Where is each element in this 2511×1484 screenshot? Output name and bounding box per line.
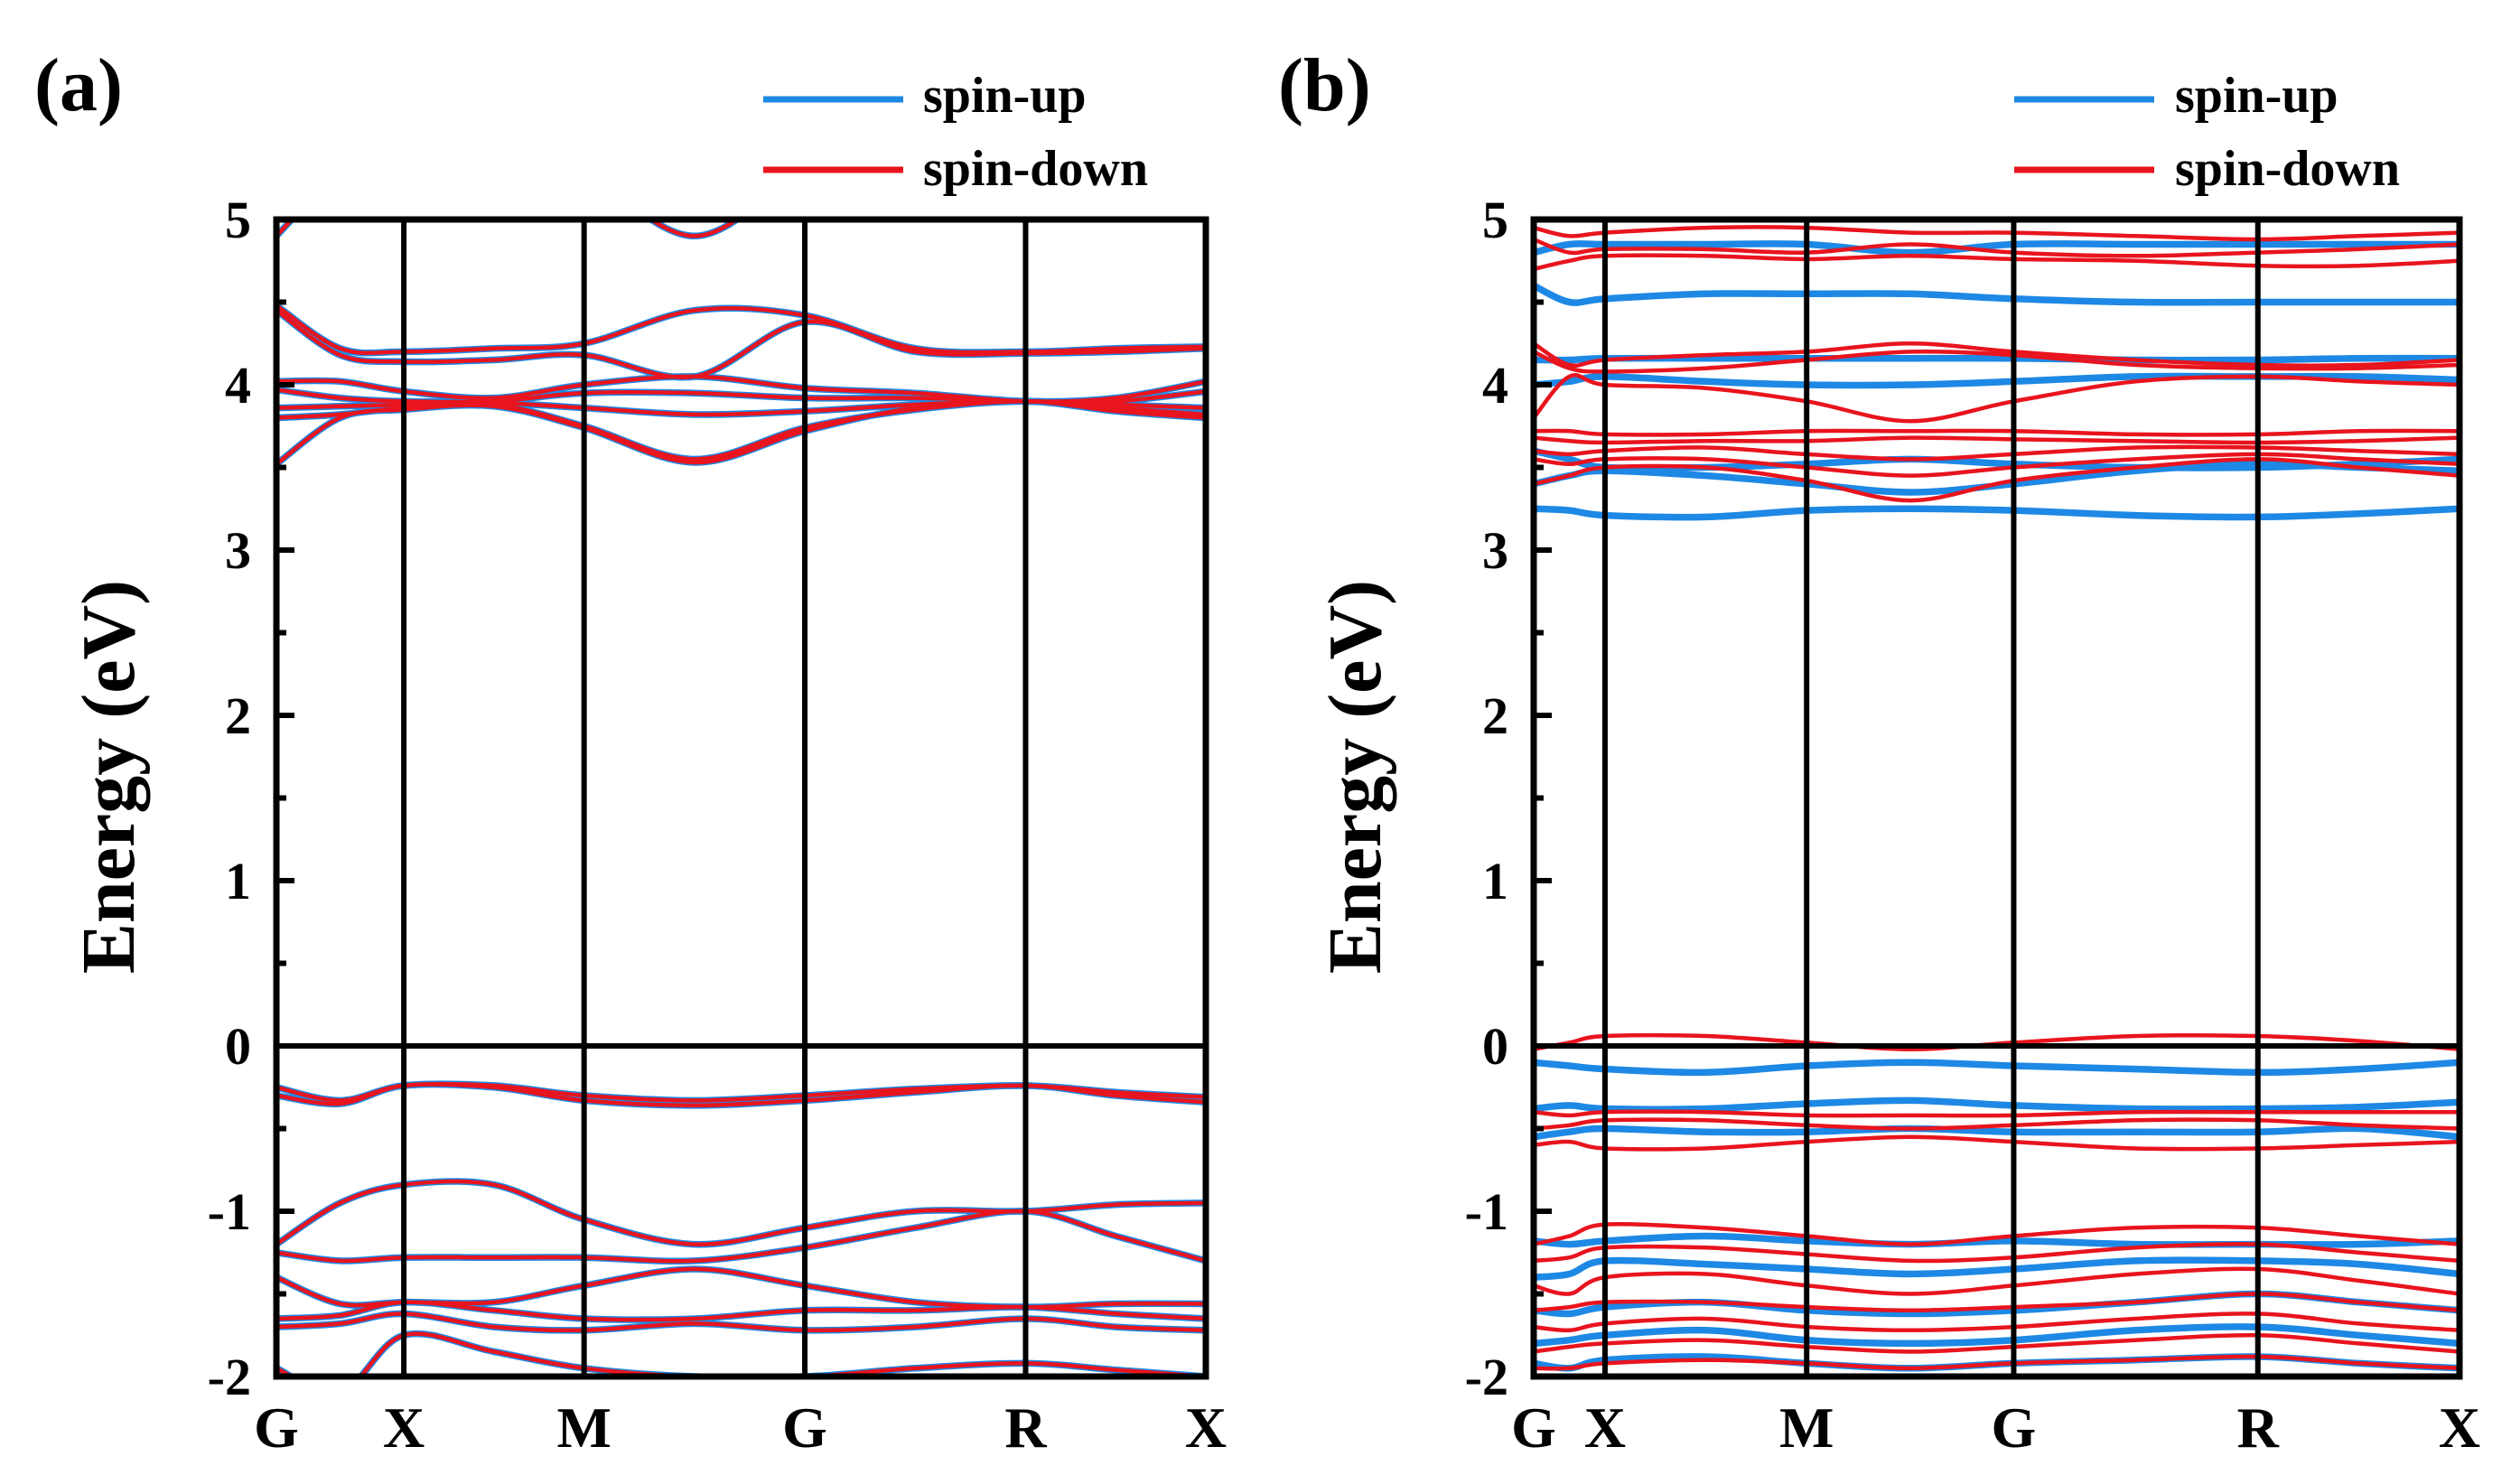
x-tick-label-X: X <box>383 1395 425 1460</box>
panel-label-b: (b) <box>1278 43 1371 127</box>
y-tick-label: -1 <box>208 1182 251 1241</box>
y-tick-label: 3 <box>225 521 251 580</box>
x-tick-label-X: X <box>1185 1395 1227 1460</box>
y-tick-label: 0 <box>1482 1017 1508 1076</box>
y-tick-label: 5 <box>1482 191 1508 249</box>
x-tick-label-X: X <box>1584 1395 1626 1460</box>
y-axis-label-b: Energy (eV) <box>1313 580 1397 974</box>
band-spin-down-10 <box>276 1179 1206 1246</box>
x-tick-label-R: R <box>1004 1395 1047 1460</box>
y-ticks-a: -2 -1 0 1 2 3 4 5 <box>208 191 294 1406</box>
legend-a-spin-up-label: spin-up <box>923 68 1087 124</box>
legend-a-spin-down-label: spin-down <box>923 141 1148 197</box>
grid-b <box>1530 216 2463 1380</box>
y-tick-label: 1 <box>1482 852 1508 910</box>
legend-b: spin-up spin-down <box>2014 68 2400 197</box>
x-tick-label-M: M <box>556 1395 611 1460</box>
x-tick-label-G: G <box>1992 1395 2037 1460</box>
x-tick-label-G: G <box>782 1395 827 1460</box>
y-tick-label: 5 <box>225 191 251 249</box>
band-spin-down-15 <box>276 1331 1206 1377</box>
y-tick-label: 0 <box>225 1017 251 1076</box>
band-spin-down-2 <box>276 308 1206 380</box>
y-tick-label: -2 <box>1465 1348 1508 1406</box>
band-spin-down-0 <box>276 219 741 238</box>
y-tick-label: 2 <box>225 686 251 745</box>
x-tick-label-R: R <box>2237 1395 2280 1460</box>
y-tick-label: 4 <box>1482 356 1508 415</box>
band-spin-up-2 <box>1534 354 2460 364</box>
x-tick-label-G: G <box>254 1395 299 1460</box>
y-axis-label-a: Energy (eV) <box>67 580 151 974</box>
y-tick-label: 4 <box>225 356 251 415</box>
y-tick-label: 2 <box>1482 686 1508 745</box>
y-tick-label: -1 <box>1465 1182 1508 1241</box>
x-tick-label-G: G <box>1511 1395 1556 1460</box>
legend-b-spin-up-label: spin-up <box>2175 68 2338 124</box>
x-tick-label-M: M <box>1779 1395 1834 1460</box>
y-tick-label: 1 <box>225 852 251 910</box>
y-tick-label: 3 <box>1482 521 1508 580</box>
y-ticks-b: -2 -1 0 1 2 3 4 5 <box>1465 191 1552 1406</box>
panel-label-a: (a) <box>34 43 123 127</box>
legend-b-spin-down-label: spin-down <box>2175 141 2400 197</box>
legend-a: spin-up spin-down <box>763 68 1148 197</box>
y-tick-label: -2 <box>208 1348 251 1406</box>
x-tick-label-X: X <box>2439 1395 2480 1460</box>
